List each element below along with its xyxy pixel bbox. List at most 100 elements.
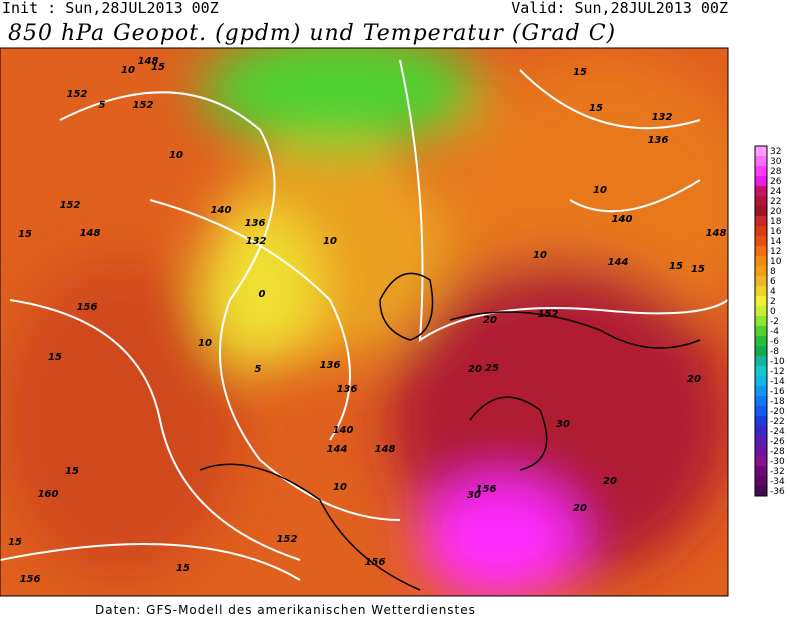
colorbar-swatch — [755, 176, 767, 187]
contour-label: 140 — [333, 425, 354, 436]
colorbar-swatch — [755, 256, 767, 267]
map-title: 850 hPa Geopot. (gpdm) und Temperatur (G… — [8, 21, 616, 46]
contour-label: 15 — [691, 264, 705, 275]
colorbar-label: -20 — [770, 407, 785, 417]
colorbar-swatch — [755, 156, 767, 167]
contour-label: 148 — [706, 228, 727, 239]
contour-label: 132 — [246, 236, 267, 247]
colorbar-label: -30 — [770, 457, 785, 467]
contour-label: 144 — [608, 257, 629, 268]
colorbar-swatch — [755, 316, 767, 327]
map-frame — [0, 47, 729, 597]
colorbar-swatch — [755, 206, 767, 217]
colorbar-swatch — [755, 446, 767, 457]
colorbar-swatch — [755, 186, 767, 197]
contour-label: 15 — [176, 563, 190, 574]
contour-label: 30 — [556, 419, 570, 430]
colorbar-label: -32 — [770, 467, 785, 477]
colorbar-label: -28 — [770, 447, 785, 457]
colorbar-swatch — [755, 196, 767, 207]
colorbar-swatch — [755, 236, 767, 247]
colorbar-swatch — [755, 286, 767, 297]
contour-label: 10 — [121, 65, 135, 76]
colorbar-label: -12 — [770, 367, 785, 377]
colorbar-label: -16 — [770, 387, 785, 397]
contour-label: 152 — [60, 200, 81, 211]
colorbar-swatch — [755, 386, 767, 397]
colorbar-swatch — [755, 246, 767, 257]
colorbar-swatch — [755, 216, 767, 227]
colorbar-swatch — [755, 476, 767, 487]
colorbar-label: -22 — [770, 417, 785, 427]
contour-label: 20 — [603, 476, 617, 487]
contour-label: 136 — [337, 384, 358, 395]
contour-label: 20 — [483, 315, 497, 326]
colorbar-swatch — [755, 366, 767, 377]
colorbar-swatch — [755, 336, 767, 347]
contour-label: 156 — [365, 557, 386, 568]
contour-label: 160 — [38, 489, 59, 500]
colorbar-label: 6 — [770, 277, 776, 287]
colorbar-label: 18 — [770, 217, 782, 227]
colorbar-label: 26 — [770, 177, 782, 187]
contour-label: 15 — [669, 261, 683, 272]
colorbar-swatch — [755, 266, 767, 277]
contour-label: 30 — [467, 490, 481, 501]
contour-label: 20 — [687, 374, 701, 385]
colorbar-label: 10 — [770, 257, 782, 267]
contour-label: 152 — [67, 89, 88, 100]
contour-label: 20 — [573, 503, 587, 514]
colorbar-swatch — [755, 456, 767, 467]
contour-label: 152 — [133, 100, 154, 111]
colorbar-label: 0 — [770, 307, 776, 317]
contour-label: 156 — [476, 484, 497, 495]
contour-label: 152 — [538, 309, 559, 320]
colorbar-swatch — [755, 486, 767, 497]
colorbar-swatch — [755, 276, 767, 287]
colorbar-frame — [754, 145, 768, 497]
contour-label: 144 — [327, 444, 348, 455]
contour-label: 10 — [198, 338, 212, 349]
colorbar-label: -24 — [770, 427, 785, 437]
contour-label: 10 — [323, 236, 337, 247]
colorbar-swatch — [755, 436, 767, 447]
colorbar-swatch — [755, 306, 767, 317]
contour-label: 5 — [99, 100, 106, 111]
contour-label: 148 — [80, 228, 101, 239]
contour-label: 140 — [612, 214, 633, 225]
colorbar-swatch — [755, 326, 767, 337]
colorbar-label: -18 — [770, 397, 785, 407]
colorbar-label: -2 — [770, 317, 779, 327]
colorbar-swatch — [755, 166, 767, 177]
contour-label: 15 — [589, 103, 603, 114]
colorbar-swatch — [755, 356, 767, 367]
colorbar-swatch — [755, 426, 767, 437]
init-time: Init : Sun,28JUL2013 00Z — [2, 0, 219, 17]
contour-label: 0 — [259, 289, 266, 300]
contour-label: 10 — [169, 150, 183, 161]
contour-label: 148 — [375, 444, 396, 455]
contour-label: 152 — [277, 534, 298, 545]
contour-label: 156 — [77, 302, 98, 313]
contour-label: 140 — [211, 205, 232, 216]
contour-label: 15 — [8, 537, 22, 548]
colorbar-swatch — [755, 226, 767, 237]
colorbar-swatch — [755, 296, 767, 307]
colorbar-label: 4 — [770, 287, 776, 297]
colorbar-label: 28 — [770, 167, 782, 177]
contour-label: 10 — [533, 250, 547, 261]
colorbar-label: 12 — [770, 247, 781, 257]
colorbar-label: -10 — [770, 357, 785, 367]
colorbar-swatch — [755, 346, 767, 357]
colorbar-label: 2 — [770, 297, 776, 307]
contour-label: 15 — [65, 466, 79, 477]
colorbar-swatch — [755, 466, 767, 477]
contour-label: 136 — [648, 135, 669, 146]
contour-label: 15 — [18, 229, 32, 240]
contour-label: 20 — [468, 364, 482, 375]
colorbar-label: 14 — [770, 237, 782, 247]
colorbar-swatch — [755, 406, 767, 417]
contour-label: 136 — [245, 218, 266, 229]
footer-source: Daten: GFS-Modell des amerikanischen Wet… — [95, 603, 476, 617]
colorbar-label: -14 — [770, 377, 785, 387]
